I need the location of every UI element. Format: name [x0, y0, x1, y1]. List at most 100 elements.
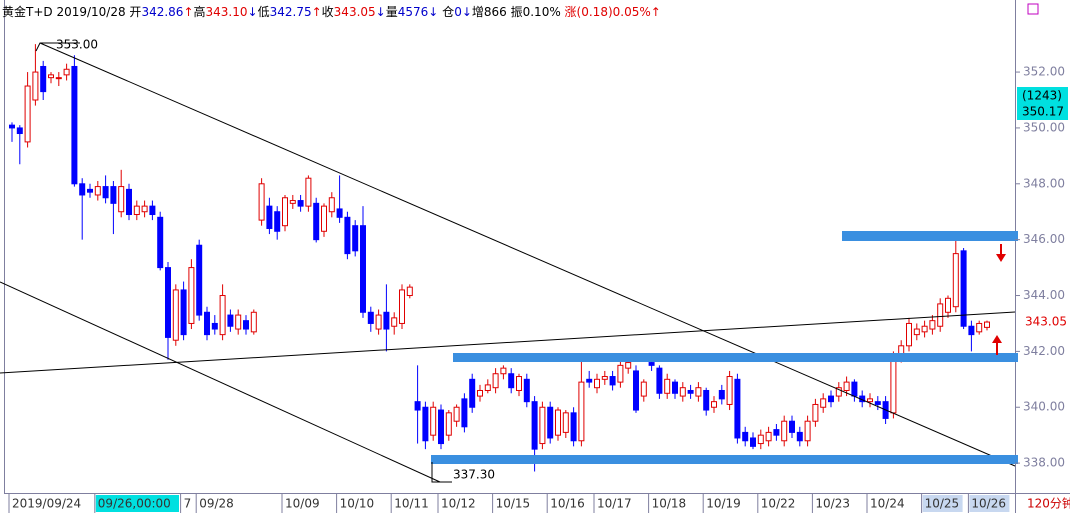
- candle-body: [500, 367, 507, 375]
- last-price: 343.05: [1025, 315, 1067, 329]
- candle-body: [141, 205, 148, 213]
- candle-body: [48, 74, 54, 79]
- candle-body: [344, 216, 351, 255]
- header-item: 量: [386, 5, 398, 19]
- candle-body: [703, 389, 710, 411]
- candle-body: [640, 381, 647, 397]
- candle-body: [578, 381, 585, 442]
- candle-body: [960, 250, 967, 327]
- y-tick-label: 350.00: [1023, 120, 1065, 134]
- y-tick-label: 342.00: [1023, 344, 1065, 358]
- candle-body: [851, 381, 858, 397]
- x-tick-label: 10/15: [496, 497, 531, 511]
- candle-body: [687, 389, 694, 394]
- candle-body: [430, 406, 437, 436]
- x-tick-label: 2019/09/24: [12, 497, 81, 511]
- x-tick-label: 10/09: [285, 497, 320, 511]
- candle-body: [781, 420, 788, 442]
- price-tag-box: [1017, 87, 1068, 120]
- candle-body: [157, 216, 164, 269]
- candle-body: [110, 186, 117, 204]
- x-label-highlight: [922, 495, 963, 512]
- candle-body: [726, 376, 733, 405]
- resistance-bar: [842, 231, 1018, 241]
- header-item: 收: [322, 5, 334, 19]
- candle-body: [165, 267, 171, 338]
- x-tick-label: 7: [184, 497, 192, 511]
- candle-body: [711, 401, 717, 408]
- support-bar: [431, 455, 1018, 464]
- candle-body: [539, 406, 546, 445]
- candle-body: [874, 401, 881, 405]
- header: 黄金T+D 2019/10/28 开342.86↑高343.10↓低342.75…: [2, 4, 661, 19]
- candle-body: [422, 406, 429, 442]
- high-label: 353.00: [56, 38, 98, 52]
- candle-body: [820, 398, 827, 408]
- y-tick-label: 338.00: [1023, 456, 1065, 470]
- candle-body: [414, 401, 421, 411]
- candle-body: [235, 314, 242, 330]
- header-item: 增866 振0.10%: [472, 5, 565, 19]
- candle-body: [906, 322, 912, 347]
- candle-body: [16, 127, 23, 135]
- header-item: 342.86: [141, 5, 183, 19]
- candle-body: [484, 384, 491, 391]
- x-tick-label: 10/19: [706, 497, 741, 511]
- candle-body: [757, 434, 764, 445]
- candle-body: [274, 211, 281, 232]
- x-tick-label: 10/24: [870, 497, 905, 511]
- candle-body: [843, 381, 850, 391]
- x-label-highlight: [95, 495, 179, 512]
- x-tick-label: 10/17: [597, 497, 632, 511]
- header-item: 343.10: [206, 5, 248, 19]
- candle-body: [976, 322, 983, 333]
- candle-body: [750, 437, 756, 447]
- candle-body: [937, 303, 944, 327]
- candle-body: [477, 389, 483, 397]
- header-item: ↓: [376, 5, 386, 19]
- period-label: 120分钟: [1027, 496, 1070, 511]
- header-item: 0: [454, 5, 462, 19]
- candle-body: [328, 197, 335, 213]
- trend-line: [39, 42, 1016, 467]
- header-item: 342.75: [270, 5, 312, 19]
- candle-body: [133, 205, 140, 216]
- candle-body: [625, 362, 632, 369]
- candle-body: [313, 202, 320, 241]
- candle-body: [87, 188, 93, 193]
- header-item: 黄金T+D 2019/10/28: [2, 4, 129, 19]
- header-item: 4576: [398, 5, 429, 19]
- candle-body: [469, 378, 476, 408]
- candle-body: [55, 77, 62, 80]
- y-tick-label: 340.00: [1023, 400, 1065, 414]
- candle-body: [188, 267, 195, 324]
- header-item: 343.05: [334, 5, 376, 19]
- candle-body: [63, 68, 70, 76]
- header-item: 涨(0.18)0.05%↑: [565, 4, 661, 19]
- header-item: ↑: [183, 5, 193, 19]
- candle-body: [266, 205, 273, 229]
- header-item: 低: [258, 5, 270, 19]
- candle-body: [24, 85, 31, 143]
- x-tick-label: 10/11: [394, 497, 429, 511]
- candle-body: [945, 297, 951, 313]
- candle-body: [149, 205, 156, 216]
- candle-body: [773, 429, 780, 436]
- candle-body: [196, 244, 203, 316]
- window-icon: [1027, 3, 1039, 15]
- y-tick-label: 344.00: [1023, 288, 1065, 302]
- candle-body: [243, 320, 249, 330]
- x-tick-label: 09/26,00:00: [98, 497, 171, 511]
- candle-body: [180, 289, 187, 336]
- candle-body: [391, 317, 398, 327]
- candle-body: [765, 431, 772, 442]
- candle-body: [258, 183, 265, 221]
- candle-body: [586, 378, 593, 383]
- candle-body: [79, 183, 86, 196]
- candle-body: [656, 367, 663, 394]
- candle-body: [594, 378, 600, 389]
- candle-body: [984, 321, 990, 328]
- candle-body: [718, 389, 725, 400]
- candles: [9, 44, 990, 472]
